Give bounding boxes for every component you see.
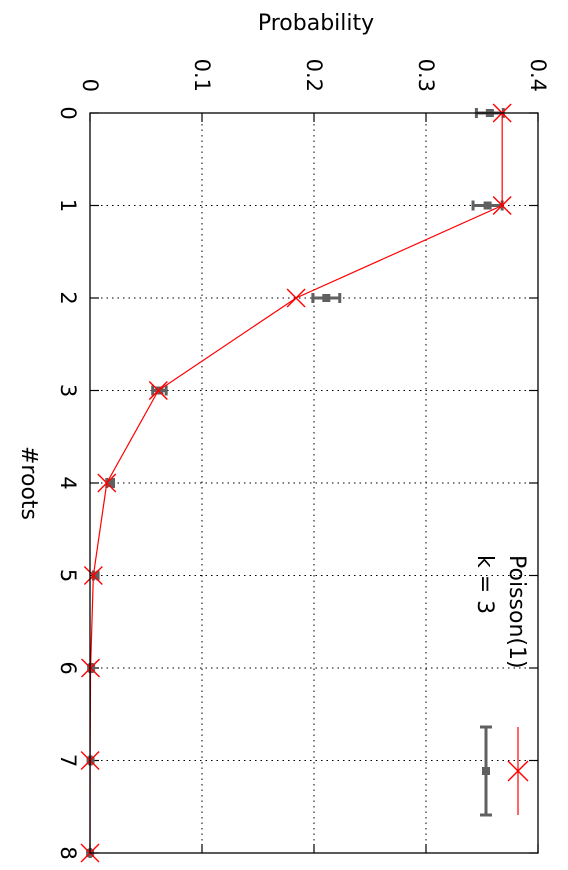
plot-frame <box>89 112 539 854</box>
y-tick-label-0.2: 0.2 <box>302 59 326 92</box>
x-tick-label-4: 4 <box>56 476 80 489</box>
legend-label-poisson: Poisson(1) <box>504 555 529 669</box>
x-tick-label-1: 1 <box>56 199 80 212</box>
errorbar-point-k3-2 <box>311 293 342 303</box>
y-tick-label-0: 0 <box>78 79 102 92</box>
legend-marker-poisson <box>507 760 529 782</box>
marker-point-poisson-3 <box>148 381 168 400</box>
legend-marker-k3 <box>480 725 492 817</box>
x-tick-label-7: 7 <box>56 754 80 767</box>
errorbar-point-k3-3 <box>151 385 168 396</box>
x-tick-label-0: 0 <box>56 106 80 119</box>
y-tick-label-0.1: 0.1 <box>190 59 214 92</box>
x-tick-label-6: 6 <box>56 661 80 674</box>
marker-point-poisson-5 <box>83 566 103 585</box>
legend: Poisson(1) k = 3 <box>472 555 529 817</box>
marker-point-poisson-2 <box>286 288 306 308</box>
legend-swatch-poisson <box>507 727 529 815</box>
x-axis-title: #roots <box>16 446 41 520</box>
marker-point-poisson-4 <box>97 473 117 493</box>
x-tick-label-2: 2 <box>56 291 80 304</box>
legend-label-k3: k = 3 <box>472 555 497 614</box>
grid <box>90 113 538 853</box>
y-tick-label-0.4: 0.4 <box>526 59 550 92</box>
marker-point-poisson-1 <box>492 196 512 215</box>
y-axis-title: Probability <box>258 11 374 36</box>
tick-labels: 0 1 2 3 4 5 6 7 8 0 0.1 0.2 0.3 0.4 <box>56 59 550 860</box>
legend-swatch-k3 <box>480 725 492 817</box>
y-tick-label-0.3: 0.3 <box>414 59 438 92</box>
x-tick-label-8: 8 <box>56 846 80 859</box>
x-tick-label-5: 5 <box>56 569 80 582</box>
x-tick-label-3: 3 <box>56 384 80 397</box>
